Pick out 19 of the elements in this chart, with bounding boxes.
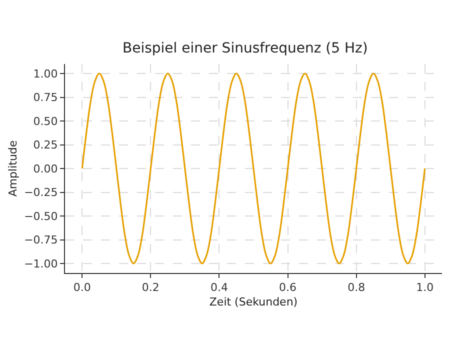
y-axis-title: Amplitude bbox=[6, 140, 20, 197]
x-tick-label: 0.8 bbox=[348, 281, 366, 294]
chart-title: Beispiel einer Sinusfrequenz (5 Hz) bbox=[122, 40, 368, 57]
y-tick-label: 0.25 bbox=[33, 138, 58, 152]
y-tick-label: 0.50 bbox=[33, 114, 58, 128]
y-tick-label: −0.75 bbox=[24, 234, 58, 247]
y-tick-label: −1.00 bbox=[24, 257, 58, 270]
y-tick-label: −0.50 bbox=[24, 210, 58, 223]
x-tick-label: 0.2 bbox=[142, 281, 160, 294]
y-tick-label: 1.00 bbox=[33, 67, 58, 80]
y-tick-label: 0.00 bbox=[33, 162, 58, 176]
x-tick-label: 1.0 bbox=[416, 281, 434, 294]
x-tick-label: 0.4 bbox=[210, 281, 228, 294]
x-axis-title: Zeit (Sekunden) bbox=[209, 295, 298, 308]
line-series bbox=[81, 72, 426, 264]
x-tick-label: 0.0 bbox=[73, 281, 91, 294]
x-tick-label: 0.6 bbox=[279, 281, 297, 294]
y-tick-label: −0.25 bbox=[24, 186, 58, 200]
y-tick-label: 0.75 bbox=[33, 91, 58, 104]
